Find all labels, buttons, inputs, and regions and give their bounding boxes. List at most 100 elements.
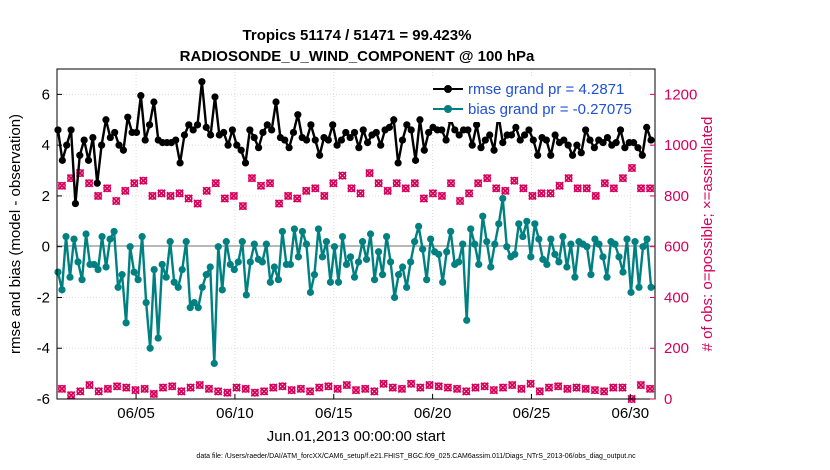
obs-assimilated-marker-lower — [259, 387, 269, 396]
bias-point — [130, 268, 138, 276]
x-axis: 06/05 06/10 06/15 06/20 06/25 06/30 — [117, 394, 649, 422]
rmse-point — [106, 133, 114, 142]
bias-point — [182, 238, 190, 246]
obs-assimilated-marker-lower — [452, 384, 462, 394]
obs-possible-marker-lower — [324, 382, 333, 391]
obs-possible-marker-upper — [456, 197, 465, 205]
obs-assimilated-marker-lower — [269, 383, 278, 392]
obs-assimilated-marker-lower — [498, 383, 508, 392]
legend-bias-label: bias grand pr = -0.27075 — [468, 101, 632, 118]
obs-possible-marker-upper — [157, 189, 166, 198]
obs-assimilated-marker-lower — [324, 382, 333, 391]
obs-possible-marker-upper — [76, 169, 84, 178]
bias-point — [338, 232, 347, 241]
bias-point — [615, 253, 623, 261]
bias-point — [74, 258, 82, 266]
obs-assimilated-marker-upper — [256, 181, 266, 191]
bias-point — [150, 265, 158, 274]
rmse-point — [228, 126, 237, 134]
obs-possible-marker-lower — [177, 387, 186, 396]
obs-possible-marker-upper — [338, 171, 347, 180]
obs-assimilated-marker-lower — [149, 389, 159, 399]
obs-assimilated-marker-upper — [229, 191, 239, 201]
obs-possible-marker-lower — [296, 384, 305, 393]
obs-assimilated-marker-lower — [177, 387, 186, 396]
obs-possible-marker-lower — [636, 381, 645, 389]
rmse-point — [97, 141, 106, 149]
obs-assimilated-marker-upper — [510, 176, 519, 185]
rmse-point — [84, 156, 93, 164]
bias-point — [94, 265, 102, 274]
y-tick-label: 0 — [42, 239, 50, 256]
rmse-point — [89, 133, 97, 142]
rmse-point — [342, 128, 350, 137]
obs-assimilated-marker-lower — [544, 383, 554, 392]
obs-assimilated-marker-lower — [213, 387, 223, 396]
bias-point — [114, 283, 122, 291]
obs-assimilated-marker-lower — [167, 382, 177, 391]
bias-point — [603, 273, 611, 281]
bias-point — [90, 260, 98, 269]
bias-point — [58, 286, 66, 294]
obs-assimilated-marker-lower — [305, 387, 315, 396]
obs-assimilated-marker-lower — [406, 379, 416, 389]
obs-assimilated-marker-upper — [283, 191, 293, 201]
obs-assimilated-marker-upper — [247, 173, 257, 183]
bias-point — [531, 220, 539, 228]
obs-assimilated-marker-upper — [238, 201, 248, 211]
bias-point — [535, 235, 543, 243]
rmse-point — [520, 131, 529, 139]
rmse-point — [185, 121, 193, 129]
bias-point — [102, 263, 110, 271]
obs-possible-marker-upper — [257, 181, 265, 190]
obs-possible-marker-lower — [453, 384, 462, 393]
chart-title-line2: RADIOSONDE_U_WIND_COMPONENT @ 100 hPa — [180, 48, 535, 65]
bias-point — [415, 222, 423, 230]
obs-possible-marker-upper — [483, 174, 492, 183]
x-tick-label: 06/30 — [612, 405, 650, 422]
obs-assimilated-marker-upper — [573, 184, 582, 193]
bias-point — [226, 260, 234, 269]
rmse-point — [294, 111, 302, 119]
obs-possible-marker-upper — [646, 184, 655, 193]
bias-point — [647, 283, 655, 291]
obs-assimilated-marker-upper — [157, 189, 166, 198]
legend-bias-marker — [444, 105, 452, 113]
y-tick-label: -2 — [37, 289, 50, 306]
x-axis-label: Jun.01,2013 00:00:00 start — [267, 428, 446, 445]
rmse-point — [272, 98, 280, 106]
bias-point — [310, 271, 319, 279]
obs-assimilated-marker-upper — [184, 194, 193, 203]
obs-assimilated-marker-lower — [526, 379, 535, 389]
rmse-point — [289, 128, 298, 137]
obs-assimilated-marker-lower — [296, 384, 306, 394]
obs-possible-marker-lower — [397, 384, 406, 393]
bias-point — [78, 276, 86, 284]
rmse-point — [285, 144, 293, 152]
rmse-point — [582, 126, 590, 134]
obs-possible-marker-lower — [517, 384, 526, 393]
obs-possible-marker-upper — [600, 179, 609, 188]
obs-possible-marker-lower — [563, 384, 572, 393]
obs-assimilated-marker-upper — [455, 196, 465, 206]
rmse-point — [616, 126, 625, 134]
rmse-point — [547, 151, 555, 159]
obs-assimilated-marker-upper — [121, 186, 130, 196]
obs-possible-marker-upper — [501, 186, 510, 195]
obs-assimilated-marker-lower — [112, 382, 122, 391]
obs-assimilated-marker-lower — [241, 384, 250, 394]
obs-possible-marker-upper — [329, 179, 338, 188]
obs-possible-marker-upper — [229, 191, 238, 200]
obs-possible-marker-lower — [425, 381, 434, 389]
obs-possible-marker-upper — [401, 184, 410, 193]
obs-assimilated-marker-upper — [202, 186, 211, 196]
rmse-point — [481, 136, 489, 144]
obs-possible-marker-upper — [410, 179, 419, 188]
bias-point — [386, 258, 395, 266]
rmse-point — [316, 151, 324, 159]
rmse-point — [180, 131, 189, 139]
rmse-point — [189, 126, 197, 134]
obs-possible-marker-upper — [374, 179, 383, 188]
rmse-point — [268, 126, 276, 134]
bias-point — [459, 240, 467, 248]
